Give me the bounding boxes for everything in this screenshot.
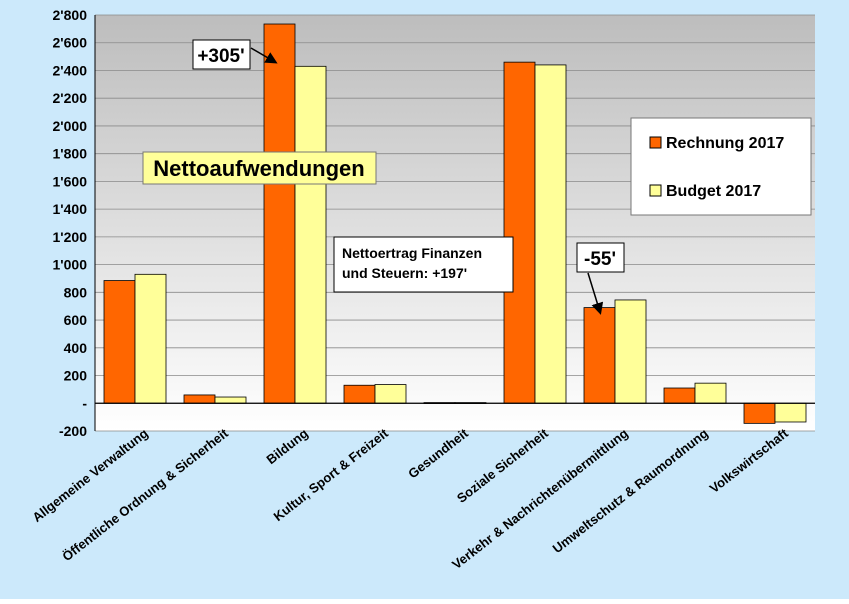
y-tick-label: 2'000 <box>53 118 88 134</box>
legend-swatch-rechnung <box>649 136 662 149</box>
y-tick-label: 200 <box>64 368 88 384</box>
annotation-line: Nettoertrag Finanzen <box>342 245 482 261</box>
y-tick-label: 600 <box>64 312 88 328</box>
legend-swatch-budget <box>649 184 662 197</box>
annotation-box <box>576 242 625 273</box>
bar-rechnung <box>583 307 616 404</box>
annotation-plus-305: +305' <box>192 39 278 70</box>
bar-budget <box>134 273 167 404</box>
chart-title: Nettoaufwendungen <box>153 156 364 181</box>
bar-rechnung <box>183 394 216 404</box>
legend-label-rechnung: Rechnung 2017 <box>666 135 784 152</box>
annotation-text: +305' <box>197 46 244 67</box>
annotation-box <box>333 236 514 293</box>
annotation-nettoertrag: Nettoertrag Finanzen und Steuern: +197' <box>333 236 514 293</box>
chart-title-box: Nettoaufwendungen <box>142 151 377 185</box>
bar-rechnung <box>663 387 696 404</box>
y-tick-label: 1'200 <box>53 229 88 245</box>
bar-rechnung <box>503 61 536 404</box>
bar-budget <box>214 396 247 404</box>
bar-budget <box>774 402 807 423</box>
bar-rechnung <box>743 402 776 424</box>
annotation-text-nettoertrag: Nettoertrag Finanzen und Steuern: +197' <box>342 245 482 281</box>
bar-budget <box>534 64 567 404</box>
y-tick-label: -200 <box>59 423 87 439</box>
y-tick-label: 1'800 <box>53 146 88 162</box>
annotation-box <box>192 39 251 70</box>
legend-label-budget: Budget 2017 <box>666 183 761 200</box>
y-tick-label: 2'400 <box>53 62 88 78</box>
plot-area <box>95 15 815 431</box>
annotation-line: und Steuern: +197' <box>342 265 467 281</box>
bar-rechnung <box>103 280 136 404</box>
title-box-background <box>142 151 377 185</box>
bar-budget <box>614 299 647 404</box>
bar-budget <box>294 65 327 404</box>
bar-rechnung <box>343 384 376 404</box>
annotation-arrow <box>587 272 604 315</box>
y-tick-label: 1'600 <box>53 173 88 189</box>
y-tick-label: 1'400 <box>53 201 88 217</box>
y-tick-label: 1'000 <box>53 257 88 273</box>
y-tick-label: 2'200 <box>53 90 88 106</box>
y-tick-label: 2'600 <box>53 35 88 51</box>
y-tick-label: 2'800 <box>53 7 88 23</box>
bar-budget <box>374 384 407 404</box>
bar-rechnung <box>263 23 296 404</box>
bars <box>103 23 807 424</box>
bar-budget <box>694 382 727 404</box>
legend-box <box>630 117 812 216</box>
annotation-text: -55' <box>584 249 616 270</box>
axes <box>94 15 815 431</box>
y-tick-label: - <box>82 395 87 411</box>
legend: Rechnung 2017 Budget 2017 <box>630 117 812 216</box>
y-tick-label: 400 <box>64 340 88 356</box>
annotation-minus-55: -55' <box>576 242 625 315</box>
annotation-arrow <box>250 47 278 64</box>
y-tick-labels: 2'800 2'600 2'400 2'200 2'000 1'800 1'600 1'400… <box>53 7 88 439</box>
y-tick-label: 800 <box>64 284 88 300</box>
